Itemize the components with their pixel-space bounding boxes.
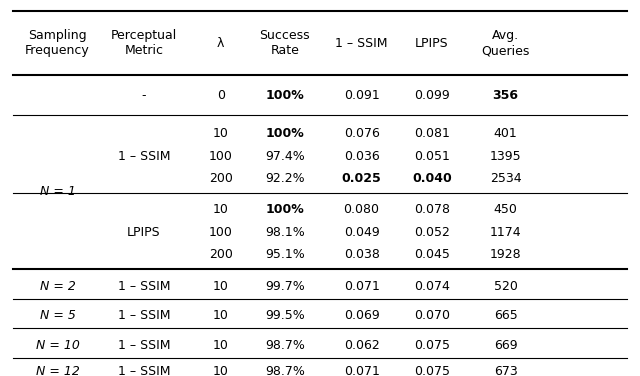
Text: 0.074: 0.074 <box>414 280 450 293</box>
Text: 0.038: 0.038 <box>344 249 380 261</box>
Text: 1 – SSIM: 1 – SSIM <box>335 37 388 50</box>
Text: 2534: 2534 <box>490 172 522 185</box>
Text: 1928: 1928 <box>490 249 522 261</box>
Text: 99.7%: 99.7% <box>265 280 305 293</box>
Text: 1174: 1174 <box>490 226 522 239</box>
Text: 520: 520 <box>493 280 518 293</box>
Text: 10: 10 <box>213 339 228 352</box>
Text: 0.071: 0.071 <box>344 365 380 376</box>
Text: λ: λ <box>217 37 225 50</box>
Text: 0.075: 0.075 <box>414 365 450 376</box>
Text: 1395: 1395 <box>490 150 522 162</box>
Text: N = 10: N = 10 <box>36 339 79 352</box>
Text: 1 – SSIM: 1 – SSIM <box>118 280 170 293</box>
Text: 10: 10 <box>213 280 228 293</box>
Text: Avg.
Queries: Avg. Queries <box>481 29 530 57</box>
Text: 98.7%: 98.7% <box>265 339 305 352</box>
Text: 95.1%: 95.1% <box>265 249 305 261</box>
Text: 0.076: 0.076 <box>344 127 380 140</box>
Text: 10: 10 <box>213 203 228 216</box>
Text: 401: 401 <box>493 127 518 140</box>
Text: 0.081: 0.081 <box>414 127 450 140</box>
Text: 665: 665 <box>493 309 518 322</box>
Text: 356: 356 <box>493 89 518 102</box>
Text: 100: 100 <box>209 226 233 239</box>
Text: N = 1: N = 1 <box>40 185 76 198</box>
Text: 200: 200 <box>209 172 233 185</box>
Text: 1 – SSIM: 1 – SSIM <box>118 339 170 352</box>
Text: 100%: 100% <box>266 89 304 102</box>
Text: 0.052: 0.052 <box>414 226 450 239</box>
Text: 0.099: 0.099 <box>414 89 450 102</box>
Text: 98.1%: 98.1% <box>265 226 305 239</box>
Text: 0: 0 <box>217 89 225 102</box>
Text: 200: 200 <box>209 249 233 261</box>
Text: 1 – SSIM: 1 – SSIM <box>118 365 170 376</box>
Text: 1 – SSIM: 1 – SSIM <box>118 309 170 322</box>
Text: -: - <box>141 89 147 102</box>
Text: 669: 669 <box>494 339 517 352</box>
Text: 10: 10 <box>213 309 228 322</box>
Text: 0.062: 0.062 <box>344 339 380 352</box>
Text: 10: 10 <box>213 127 228 140</box>
Text: 92.2%: 92.2% <box>265 172 305 185</box>
Text: 0.069: 0.069 <box>344 309 380 322</box>
Text: 0.078: 0.078 <box>414 203 450 216</box>
Text: LPIPS: LPIPS <box>415 37 449 50</box>
Text: Success
Rate: Success Rate <box>259 29 310 57</box>
Text: 0.070: 0.070 <box>414 309 450 322</box>
Text: LPIPS: LPIPS <box>127 226 161 239</box>
Text: 100: 100 <box>209 150 233 162</box>
Text: 0.080: 0.080 <box>344 203 380 216</box>
Text: N = 12: N = 12 <box>36 365 79 376</box>
Text: 0.036: 0.036 <box>344 150 380 162</box>
Text: 0.025: 0.025 <box>342 172 381 185</box>
Text: 0.049: 0.049 <box>344 226 380 239</box>
Text: Sampling
Frequency: Sampling Frequency <box>25 29 90 57</box>
Text: 0.040: 0.040 <box>412 172 452 185</box>
Text: 0.071: 0.071 <box>344 280 380 293</box>
Text: 0.091: 0.091 <box>344 89 380 102</box>
Text: 673: 673 <box>493 365 518 376</box>
Text: Perceptual
Metric: Perceptual Metric <box>111 29 177 57</box>
Text: N = 2: N = 2 <box>40 280 76 293</box>
Text: 0.045: 0.045 <box>414 249 450 261</box>
Text: 99.5%: 99.5% <box>265 309 305 322</box>
Text: 97.4%: 97.4% <box>265 150 305 162</box>
Text: N = 5: N = 5 <box>40 309 76 322</box>
Text: 98.7%: 98.7% <box>265 365 305 376</box>
Text: 10: 10 <box>213 365 228 376</box>
Text: 100%: 100% <box>266 127 304 140</box>
Text: 1 – SSIM: 1 – SSIM <box>118 150 170 162</box>
Text: 100%: 100% <box>266 203 304 216</box>
Text: 0.051: 0.051 <box>414 150 450 162</box>
Text: 450: 450 <box>493 203 518 216</box>
Text: 0.075: 0.075 <box>414 339 450 352</box>
